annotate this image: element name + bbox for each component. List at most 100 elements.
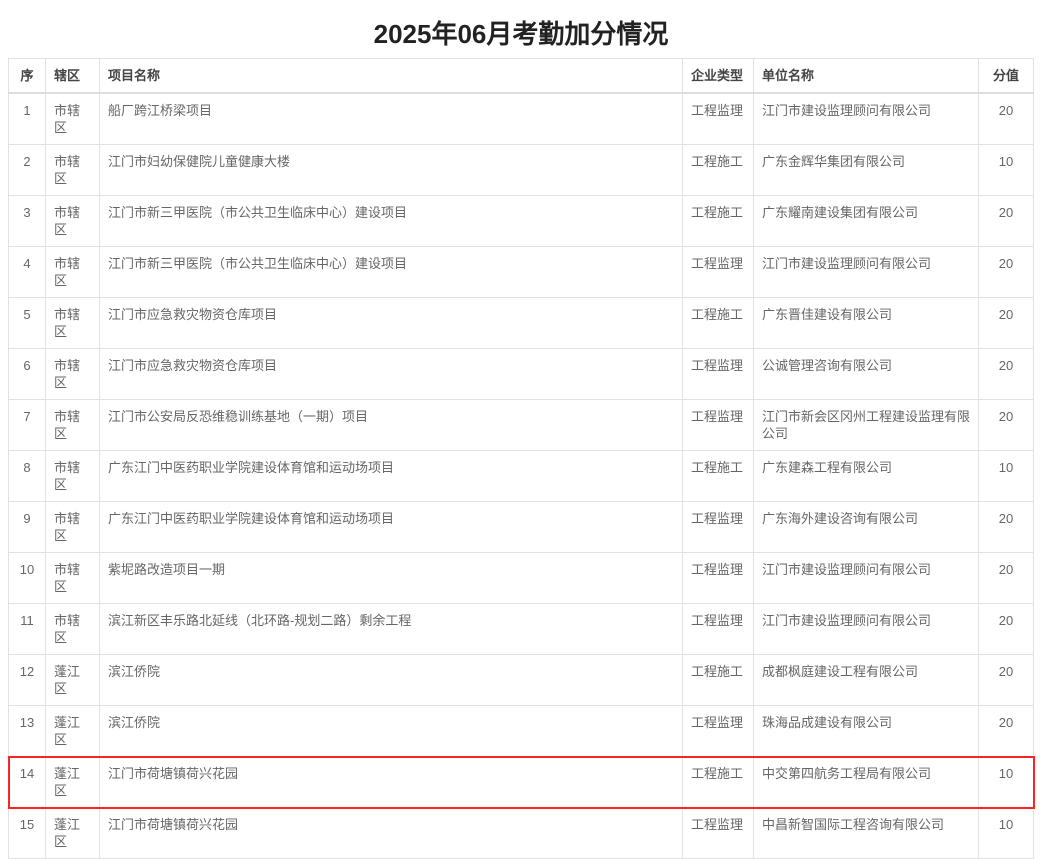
row-type: 工程施工 — [682, 756, 754, 808]
attendance-bonus-table: 序 辖区 项目名称 企业类型 单位名称 分值 1 市辖区 船厂跨江桥梁项目 工程监理江… — [7, 58, 1035, 859]
row-company: 江门市建设监理顾问有限公司 — [753, 246, 979, 298]
row-project: 紫坭路改造项目一期 — [99, 552, 683, 604]
header-type: 企业类型 — [682, 58, 754, 94]
header-no: 序 — [8, 58, 46, 94]
row-area: 蓬江区 — [45, 756, 100, 808]
row-score: 20 — [978, 246, 1034, 298]
row-number: 12 — [8, 654, 46, 706]
header-score: 分值 — [978, 58, 1034, 94]
row-area: 市辖区 — [45, 144, 100, 196]
row-company: 广东海外建设咨询有限公司 — [753, 501, 979, 553]
row-score: 20 — [978, 654, 1034, 706]
row-score: 20 — [978, 705, 1034, 757]
row-type: 工程监理 — [682, 92, 754, 145]
row-area: 市辖区 — [45, 297, 100, 349]
row-project: 滨江侨院 — [99, 654, 683, 706]
table-row: 8 市辖区 广东江门中医药职业学院建设体育馆和运动场项目 工程施工 广东建森工程有限公司… — [8, 450, 1034, 502]
row-score: 10 — [978, 756, 1034, 808]
row-number: 9 — [8, 501, 46, 553]
row-score: 20 — [978, 399, 1034, 451]
row-area: 市辖区 — [45, 450, 100, 502]
header-area: 辖区 — [45, 58, 100, 94]
row-area: 市辖区 — [45, 552, 100, 604]
row-company: 中昌新智国际工程咨询有限公司 — [753, 807, 979, 859]
row-score: 20 — [978, 501, 1034, 553]
row-type: 工程监理 — [682, 501, 754, 553]
row-type: 工程监理 — [682, 705, 754, 757]
row-area: 市辖区 — [45, 501, 100, 553]
table-row: 2 市辖区 江门市妇幼保健院儿童健康大楼 工程施工 广东金辉华集团有限公司 10 — [8, 144, 1034, 196]
row-type: 工程施工 — [682, 450, 754, 502]
header-project: 项目名称 — [99, 58, 683, 94]
page-title: 2025年06月考勤加分情况 — [373, 19, 669, 49]
table-row: 11 市辖区 滨江新区丰乐路北延线（北环路-规划二路）剩余工程 工程监理 江门市建设监理… — [8, 603, 1034, 655]
table-row: 7 市辖区 江门市公安局反恐维稳训练基地（一期）项目 工程监理 江门市新会区冈州工程建设… — [8, 399, 1034, 451]
row-project: 江门市新三甲医院（市公共卫生临床中心）建设项目 — [99, 246, 683, 298]
row-number: 13 — [8, 705, 46, 757]
row-type: 工程施工 — [682, 297, 754, 349]
row-score: 20 — [978, 92, 1034, 145]
row-score: 10 — [978, 144, 1034, 196]
row-area: 市辖区 — [45, 195, 100, 247]
row-project: 江门市应急救灾物资仓库项目 — [99, 348, 683, 400]
row-company: 公诚管理咨询有限公司 — [753, 348, 979, 400]
row-project: 江门市新三甲医院（市公共卫生临床中心）建设项目 — [99, 195, 683, 247]
row-number: 4 — [8, 246, 46, 298]
row-number: 7 — [8, 399, 46, 451]
row-company: 江门市建设监理顾问有限公司 — [753, 552, 979, 604]
table-row-highlighted: 14 蓬江区 江门市荷塘镇荷兴花园 工程施工 中交第四航务工程局有限公司 10 — [7, 755, 1035, 809]
row-company: 广东耀南建设集团有限公司 — [753, 195, 979, 247]
row-type: 工程监理 — [682, 552, 754, 604]
row-company: 广东建森工程有限公司 — [753, 450, 979, 502]
row-company: 广东金辉华集团有限公司 — [753, 144, 979, 196]
table-row: 5 市辖区 江门市应急救灾物资仓库项目 工程施工 广东晋佳建设有限公司 20 — [8, 297, 1034, 349]
row-score: 20 — [978, 603, 1034, 655]
row-number: 3 — [8, 195, 46, 247]
row-type: 工程施工 — [682, 654, 754, 706]
row-score: 10 — [978, 450, 1034, 502]
table-row: 15 蓬江区 江门市荷塘镇荷兴花园 工程监理 中昌新智国际工程咨询有限公司 10 — [8, 807, 1034, 859]
row-number: 2 — [8, 144, 46, 196]
row-type: 工程监理 — [682, 246, 754, 298]
row-area: 市辖区 — [45, 348, 100, 400]
table-row: 9 市辖区 广东江门中医药职业学院建设体育馆和运动场项目 工程监理 广东海外建设咨询有限… — [8, 501, 1034, 553]
row-company: 江门市新会区冈州工程建设监理有限公司 — [753, 399, 979, 451]
row-number: 8 — [8, 450, 46, 502]
table-header: 序 辖区 项目名称 企业类型 单位名称 分值 — [8, 58, 1034, 94]
row-company: 江门市建设监理顾问有限公司 — [753, 603, 979, 655]
row-number: 15 — [8, 807, 46, 859]
row-project: 江门市公安局反恐维稳训练基地（一期）项目 — [99, 399, 683, 451]
row-project: 江门市应急救灾物资仓库项目 — [99, 297, 683, 349]
row-company: 成都枫庭建设工程有限公司 — [753, 654, 979, 706]
table-row: 4 市辖区 江门市新三甲医院（市公共卫生临床中心）建设项目 工程监理 江门市建设监理顾问… — [8, 246, 1034, 298]
row-score: 20 — [978, 552, 1034, 604]
row-number: 14 — [8, 756, 46, 808]
row-project: 江门市荷塘镇荷兴花园 — [99, 807, 683, 859]
row-number: 1 — [8, 92, 46, 145]
row-company: 珠海品成建设有限公司 — [753, 705, 979, 757]
table-row: 3 市辖区 江门市新三甲医院（市公共卫生临床中心）建设项目 工程施工 广东耀南建设集团有… — [8, 195, 1034, 247]
row-number: 10 — [8, 552, 46, 604]
row-score: 20 — [978, 348, 1034, 400]
row-area: 市辖区 — [45, 92, 100, 145]
row-project: 广东江门中医药职业学院建设体育馆和运动场项目 — [99, 501, 683, 553]
row-project: 滨江侨院 — [99, 705, 683, 757]
row-number: 6 — [8, 348, 46, 400]
row-type: 工程监理 — [682, 807, 754, 859]
row-type: 工程监理 — [682, 399, 754, 451]
header-company: 单位名称 — [753, 58, 979, 94]
row-area: 市辖区 — [45, 603, 100, 655]
row-type: 工程施工 — [682, 195, 754, 247]
row-score: 20 — [978, 195, 1034, 247]
row-project: 滨江新区丰乐路北延线（北环路-规划二路）剩余工程 — [99, 603, 683, 655]
row-project: 广东江门中医药职业学院建设体育馆和运动场项目 — [99, 450, 683, 502]
row-company: 中交第四航务工程局有限公司 — [753, 756, 979, 808]
row-area: 蓬江区 — [45, 807, 100, 859]
row-area: 蓬江区 — [45, 705, 100, 757]
table-row: 10 市辖区 紫坭路改造项目一期 工程监理 江门市建设监理顾问有限公司 20 — [8, 552, 1034, 604]
row-type: 工程施工 — [682, 144, 754, 196]
row-company: 广东晋佳建设有限公司 — [753, 297, 979, 349]
table-row: 1 市辖区 船厂跨江桥梁项目 工程监理 江门市建设监理顾问有限公司 20 — [8, 92, 1034, 145]
table-row: 13 蓬江区 滨江侨院 工程监理 珠海品成建设有限公司 20 — [8, 705, 1034, 757]
row-area: 市辖区 — [45, 246, 100, 298]
